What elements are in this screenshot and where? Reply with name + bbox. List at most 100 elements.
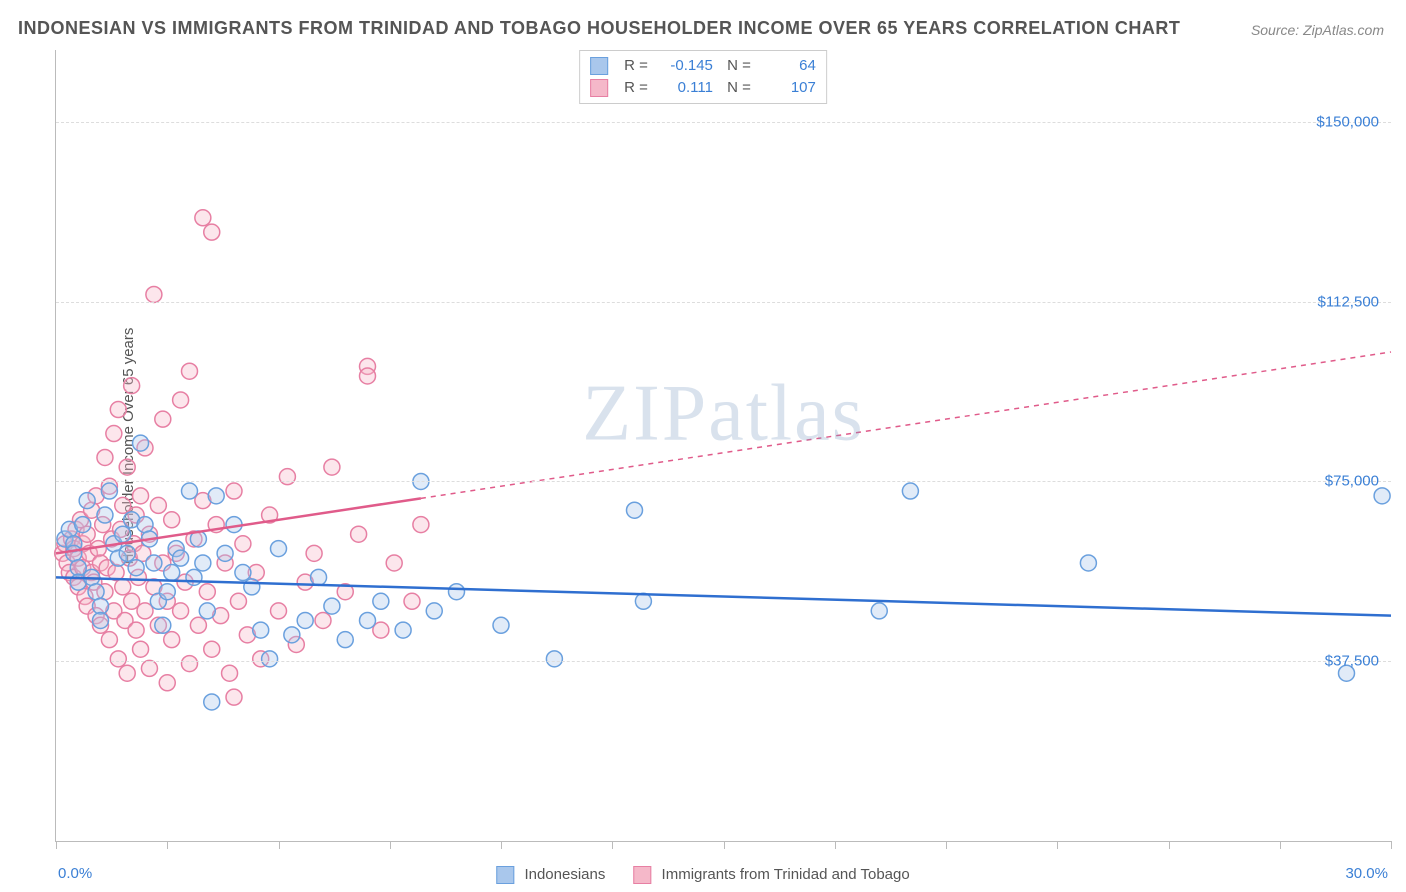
plot-svg xyxy=(56,50,1391,841)
scatter-point xyxy=(244,579,260,595)
scatter-point xyxy=(271,541,287,557)
scatter-point xyxy=(271,603,287,619)
gridline xyxy=(56,661,1391,662)
scatter-point xyxy=(124,378,140,394)
scatter-point xyxy=(164,512,180,528)
legend-swatch-icon xyxy=(590,79,608,97)
scatter-point xyxy=(217,545,233,561)
scatter-point xyxy=(190,617,206,633)
scatter-point xyxy=(493,617,509,633)
x-tick xyxy=(724,841,725,849)
legend-r-value: -0.145 xyxy=(658,55,713,77)
scatter-point xyxy=(297,612,313,628)
scatter-point xyxy=(351,526,367,542)
legend-label: Indonesians xyxy=(524,866,605,883)
scatter-point xyxy=(902,483,918,499)
scatter-point xyxy=(235,536,251,552)
scatter-point xyxy=(155,411,171,427)
chart-title: INDONESIAN VS IMMIGRANTS FROM TRINIDAD A… xyxy=(18,18,1180,39)
scatter-point xyxy=(413,517,429,533)
y-tick-label: $150,000 xyxy=(1316,113,1379,130)
gridline xyxy=(56,481,1391,482)
scatter-point xyxy=(75,517,91,533)
scatter-point xyxy=(373,593,389,609)
source-label: Source: ZipAtlas.com xyxy=(1251,22,1384,38)
scatter-point xyxy=(395,622,411,638)
scatter-point xyxy=(226,689,242,705)
scatter-point xyxy=(324,598,340,614)
scatter-point xyxy=(871,603,887,619)
scatter-point xyxy=(204,224,220,240)
scatter-point xyxy=(119,665,135,681)
scatter-point xyxy=(1080,555,1096,571)
scatter-point xyxy=(159,584,175,600)
scatter-point xyxy=(182,363,198,379)
scatter-point xyxy=(133,488,149,504)
correlation-legend-row: R = -0.145 N = 64 xyxy=(590,55,816,77)
scatter-point xyxy=(159,675,175,691)
scatter-point xyxy=(306,545,322,561)
legend-swatch-icon xyxy=(496,866,514,884)
scatter-point xyxy=(204,694,220,710)
scatter-point xyxy=(360,612,376,628)
legend-n-label: N = xyxy=(723,55,751,77)
scatter-point xyxy=(627,502,643,518)
scatter-point xyxy=(449,584,465,600)
x-tick xyxy=(279,841,280,849)
x-tick xyxy=(390,841,391,849)
legend-label: Immigrants from Trinidad and Tobago xyxy=(662,866,910,883)
scatter-point xyxy=(208,488,224,504)
scatter-point xyxy=(337,632,353,648)
scatter-point xyxy=(101,483,117,499)
scatter-point xyxy=(386,555,402,571)
scatter-point xyxy=(195,210,211,226)
scatter-point xyxy=(133,435,149,451)
y-tick-label: $112,500 xyxy=(1318,293,1379,310)
gridline xyxy=(56,302,1391,303)
scatter-point xyxy=(173,392,189,408)
legend-n-label: N = xyxy=(723,77,751,99)
scatter-point xyxy=(262,651,278,667)
x-tick xyxy=(612,841,613,849)
plot-area-wrap: ZIPatlas $37,500$75,000$112,500$150,000 xyxy=(55,50,1391,842)
scatter-point xyxy=(311,569,327,585)
scatter-point xyxy=(230,593,246,609)
scatter-point xyxy=(235,565,251,581)
scatter-point xyxy=(93,598,109,614)
x-tick xyxy=(501,841,502,849)
scatter-point xyxy=(164,632,180,648)
correlation-legend-row: R = 0.111 N = 107 xyxy=(590,77,816,99)
scatter-point xyxy=(173,550,189,566)
legend-item: Immigrants from Trinidad and Tobago xyxy=(633,866,909,884)
scatter-point xyxy=(404,593,420,609)
scatter-point xyxy=(199,603,215,619)
legend-n-value: 107 xyxy=(761,77,816,99)
scatter-point xyxy=(141,660,157,676)
scatter-point xyxy=(146,286,162,302)
x-tick xyxy=(167,841,168,849)
legend-r-label: R = xyxy=(624,77,648,99)
scatter-point xyxy=(119,459,135,475)
scatter-point xyxy=(182,483,198,499)
legend-swatch-icon xyxy=(633,866,651,884)
scatter-point xyxy=(635,593,651,609)
scatter-point xyxy=(164,565,180,581)
scatter-point xyxy=(426,603,442,619)
plot-area: ZIPatlas $37,500$75,000$112,500$150,000 xyxy=(55,50,1391,842)
scatter-point xyxy=(199,584,215,600)
scatter-point xyxy=(97,507,113,523)
scatter-point xyxy=(119,545,135,561)
scatter-point xyxy=(137,517,153,533)
scatter-point xyxy=(66,545,82,561)
x-axis-min-label: 0.0% xyxy=(58,865,92,882)
scatter-point xyxy=(155,617,171,633)
scatter-point xyxy=(324,459,340,475)
scatter-point xyxy=(195,555,211,571)
scatter-point xyxy=(226,483,242,499)
legend-swatch-icon xyxy=(590,57,608,75)
x-tick xyxy=(835,841,836,849)
legend-r-label: R = xyxy=(624,55,648,77)
scatter-point xyxy=(97,449,113,465)
scatter-point xyxy=(128,622,144,638)
scatter-point xyxy=(115,526,131,542)
